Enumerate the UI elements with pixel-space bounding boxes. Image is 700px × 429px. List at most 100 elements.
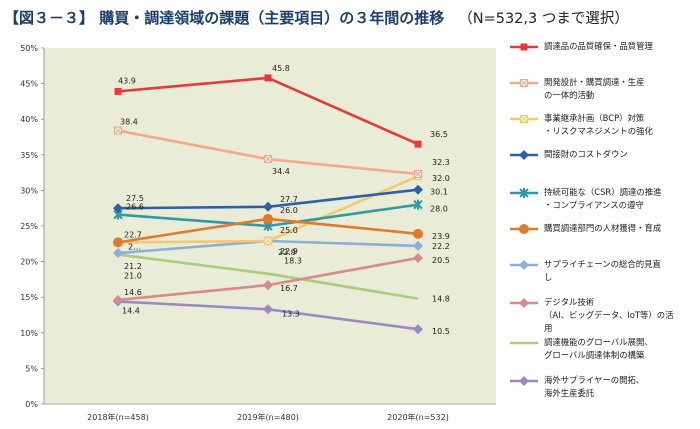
legend-marker: [519, 78, 529, 88]
series-6: [113, 213, 423, 248]
legend-swatch: [510, 188, 538, 198]
legend-swatch: [510, 114, 538, 124]
data-label: 38.4: [120, 118, 138, 127]
data-label: 32.3: [432, 158, 450, 167]
legend-marker: [519, 150, 529, 160]
legend-swatch: [510, 376, 538, 386]
data-label: 21.0: [124, 271, 142, 280]
data-label: 14.8: [432, 295, 450, 304]
data-point: [113, 295, 123, 306]
data-point: [263, 213, 273, 224]
series-line: [117, 253, 419, 300]
data-label: 2…: [128, 242, 141, 251]
y-tick-label: 50%: [20, 44, 38, 53]
chart-title: 【図３－３】 購買・調達領域の課題（主要項目）の３年間の推移 （N=532,3 つ…: [4, 4, 629, 32]
data-point: [113, 203, 123, 214]
data-label: 23.9: [432, 232, 450, 241]
data-point: [263, 304, 273, 315]
data-label: 22.7: [124, 230, 142, 239]
data-label: 45.8: [272, 64, 290, 73]
data-label: 13.3: [282, 309, 300, 318]
data-label: 27.5: [126, 194, 144, 203]
data-label: 30.1: [430, 188, 448, 197]
legend-label: 事業継承計画（BCP）対策 ・リスクマネジメントの強化: [544, 113, 653, 136]
data-label: 18.3: [284, 257, 302, 266]
data-point: [113, 126, 123, 135]
legend-label: 調達機能のグローバル展開、 グローバル調達体制の構築: [544, 337, 653, 360]
series-2: [113, 126, 423, 179]
legend-marker: [519, 260, 529, 270]
legend-label: 持続可能な（CSR）調達の推進 ・コンプライアンスの遵守: [544, 187, 662, 210]
data-label: 27.7: [280, 195, 298, 204]
data-point: [413, 169, 423, 179]
data-point: [414, 140, 422, 148]
legend-label: 調達品の品質確保・品質管理: [544, 41, 653, 51]
y-tick-label: 45%: [20, 80, 38, 89]
legend-marker: [519, 376, 529, 386]
series-9: [117, 253, 419, 300]
legend-swatch: [510, 298, 538, 308]
legend-swatch: [510, 78, 538, 88]
data-point: [264, 74, 272, 82]
data-point: [413, 228, 423, 239]
data-point: [113, 248, 123, 259]
legend-swatch: [510, 150, 538, 160]
data-point: [113, 237, 123, 248]
y-tick-label: 25%: [20, 222, 38, 231]
y-tick-label: 15%: [20, 293, 38, 302]
data-label: 10.5: [432, 327, 450, 336]
data-label: 16.7: [280, 284, 298, 293]
legend-marker: [519, 224, 529, 234]
legend-swatch: [510, 260, 538, 270]
y-tick-label: 10%: [20, 329, 38, 338]
line-chart: 0% 5% 10% 15% 20% 25% 30% 35% 40% 45% 50% 2018年(n=4…: [20, 44, 496, 422]
data-point: [263, 201, 273, 212]
series-1: [114, 74, 422, 148]
y-tick-label: 30%: [20, 186, 38, 195]
data-point: [114, 87, 122, 95]
data-point: [413, 184, 423, 195]
y-tick-label: 35%: [20, 151, 38, 160]
data-point: [263, 236, 273, 246]
data-label: 22.9: [280, 247, 298, 256]
legend-label: サプライチェーンの総合的見直 し: [544, 259, 661, 282]
legend-swatch: [510, 341, 538, 345]
series-4: [113, 184, 423, 214]
data-point: [413, 199, 423, 210]
data-label: 22.9: [278, 248, 296, 257]
series-8: [113, 253, 423, 306]
data-point: [263, 154, 273, 164]
data-label: 43.9: [118, 76, 136, 85]
data-label: 20.5: [432, 256, 450, 265]
legend-label: 開発設計・購買調達・生産 の一体的活動: [544, 77, 645, 100]
legend-marker: [519, 188, 529, 198]
legend-marker: [520, 43, 528, 51]
chart-title-main: 【図３－３】 購買・調達領域の課題（主要項目）の３年間の推移: [4, 9, 445, 27]
data-point: [413, 240, 423, 251]
data-point: [413, 324, 423, 335]
chart-title-sub: （N=532,3 つまで選択）: [458, 11, 629, 27]
y-tick-label: 40%: [20, 115, 38, 124]
data-label: 14.6: [124, 288, 142, 297]
legend-swatch: [510, 224, 538, 234]
legend-swatch: [510, 43, 538, 51]
data-label: 26.6: [126, 203, 144, 212]
data-label: 36.5: [430, 130, 448, 139]
y-tick-label: 5%: [25, 364, 38, 373]
data-label: 32.0: [432, 174, 450, 183]
legend-label: 間接財のコストダウン: [544, 149, 628, 159]
data-label: 34.4: [272, 167, 290, 176]
legend-marker: [519, 298, 529, 308]
data-label: 26.0: [280, 206, 298, 215]
x-tick-label: 2019年(n=480): [237, 412, 299, 422]
data-point: [263, 280, 273, 291]
data-point: [413, 253, 423, 264]
x-tick-label: 2018年(n=458): [87, 412, 149, 422]
data-label: 25.0: [280, 226, 298, 235]
legend-label: 海外サプライヤーの開拓、 海外生産委託: [544, 375, 645, 398]
data-label: 28.0: [430, 205, 448, 214]
legend-marker: [519, 114, 529, 124]
x-tick-label: 2020年(n=532): [387, 412, 449, 422]
legend-label: デジタル技術 （AI、ビッグデータ、IoT等）の活 用: [544, 297, 674, 333]
legend-label: 購買調達部門の人材獲得・育成: [544, 223, 662, 233]
